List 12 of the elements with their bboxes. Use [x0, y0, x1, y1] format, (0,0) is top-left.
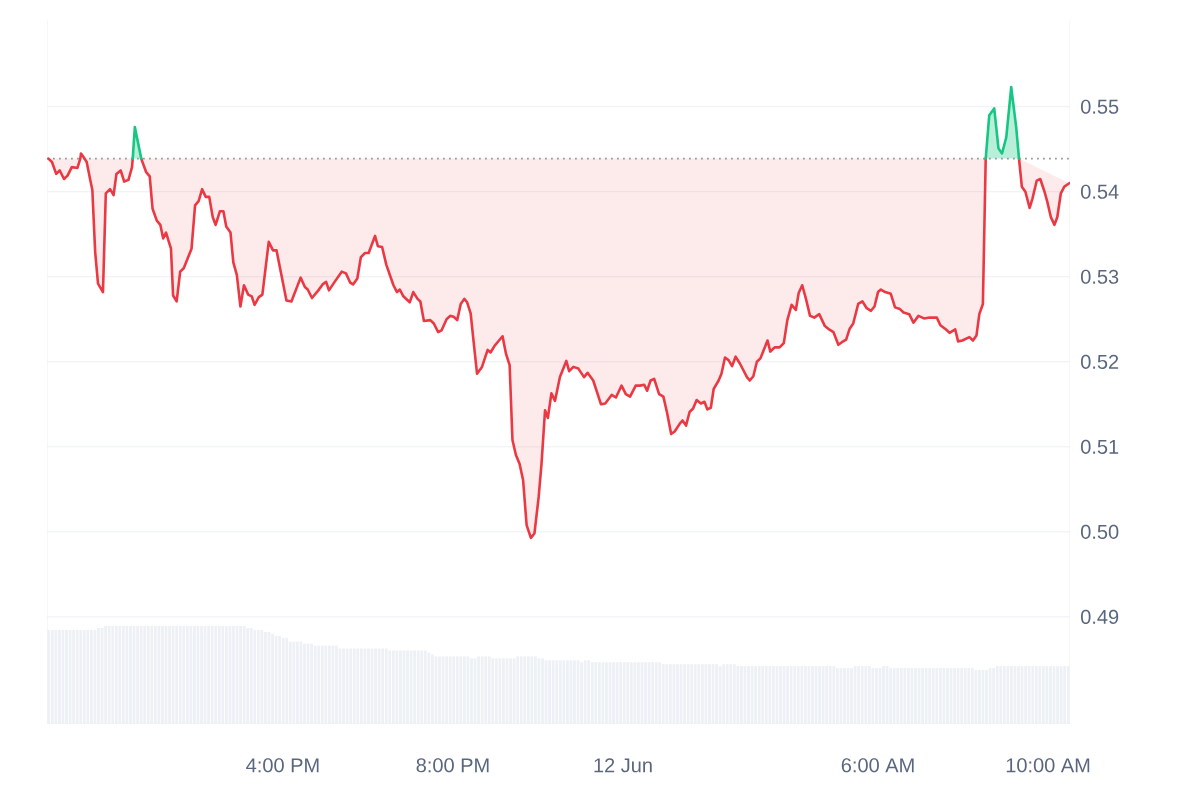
- x-tick-label: 8:00 PM: [416, 758, 489, 773]
- y-tick-label: 0.52: [1081, 354, 1119, 369]
- y-tick-label: 0.50: [1081, 524, 1119, 539]
- y-tick-label: 0.53: [1081, 269, 1119, 284]
- x-tick-label: 6:00 AM: [841, 758, 914, 773]
- y-tick-label: 0.54: [1081, 184, 1119, 199]
- x-tick-label: 4:00 PM: [246, 758, 319, 773]
- y-tick-label: 0.49: [1081, 609, 1119, 624]
- y-tick-label: 0.51: [1081, 439, 1119, 454]
- x-tick-label: 10:00 AM: [1006, 758, 1090, 773]
- x-tick-label: 12 Jun: [594, 758, 652, 773]
- y-tick-label: 0.55: [1081, 99, 1119, 114]
